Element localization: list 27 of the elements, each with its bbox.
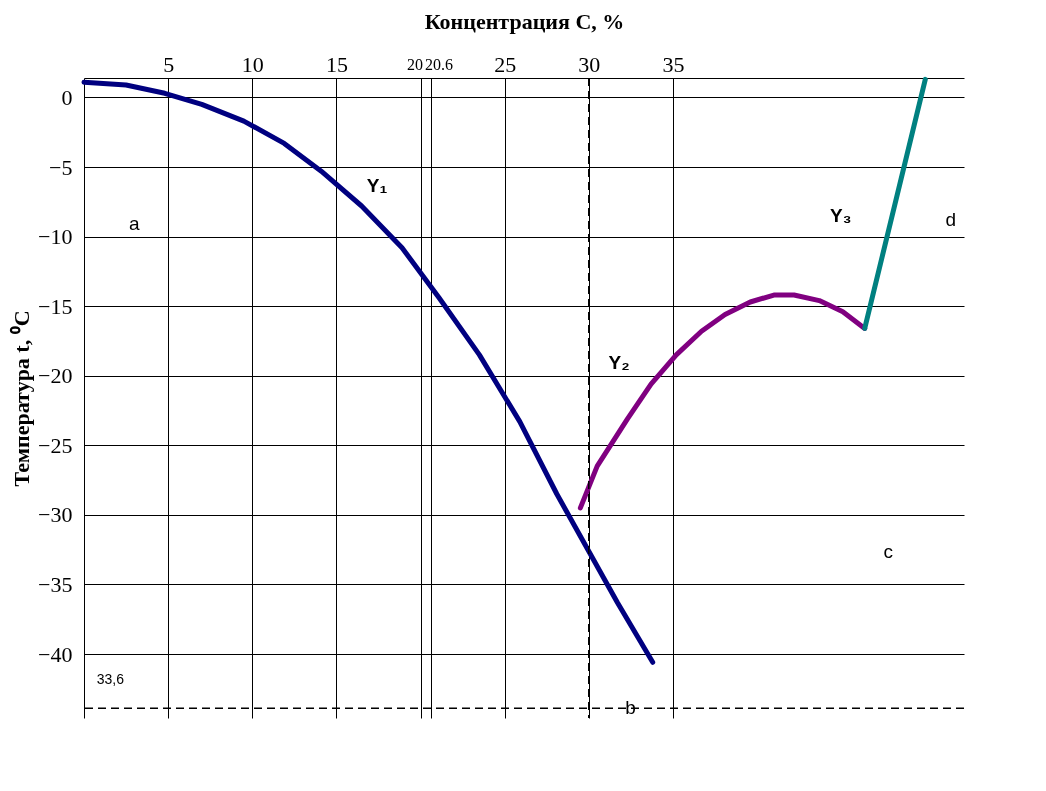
annotation: d: [945, 209, 957, 231]
y-tick-label: −35: [38, 571, 73, 597]
y-axis-title: Температура t, ⁰C: [9, 310, 35, 487]
annotation: Y₂: [608, 351, 630, 373]
annotation: c: [883, 540, 894, 562]
x-tick-label: 30: [578, 51, 601, 77]
x-tick-label: 10: [241, 51, 264, 77]
x-tick-label: 35: [662, 51, 685, 77]
y-tick-label: −5: [49, 154, 73, 180]
x-tick-label: 20: [407, 55, 424, 73]
annotation: b: [625, 697, 636, 719]
annotation: Y₁: [366, 175, 388, 197]
annotation: a: [128, 212, 140, 234]
x-tick-label: 5: [163, 51, 175, 77]
y-tick-label: −40: [38, 641, 73, 667]
annotation: 33,6: [96, 670, 125, 687]
x-tick-label: 20.6: [425, 55, 454, 73]
annotation: Y₃: [830, 204, 852, 226]
y-tick-label: −15: [38, 293, 73, 319]
x-tick-label: 25: [494, 51, 517, 77]
y-tick-label: −30: [38, 502, 73, 528]
y-tick-label: −20: [38, 363, 73, 389]
x-tick-label: 15: [325, 51, 348, 77]
y-tick-label: −25: [38, 432, 73, 458]
y-tick-label: −10: [38, 224, 73, 250]
y-tick-label: 0: [61, 84, 73, 110]
x-axis-title: Концентрация С, %: [424, 8, 625, 34]
